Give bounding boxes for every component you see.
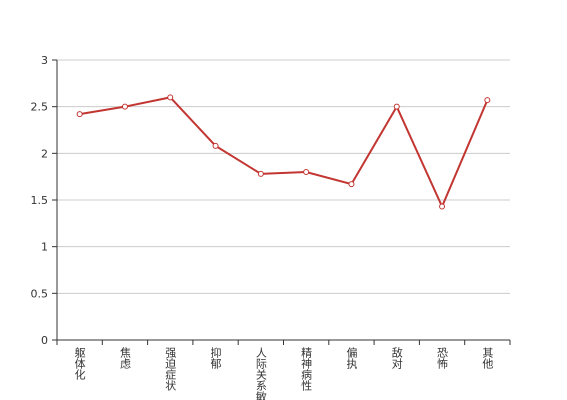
x-tick-label: 恐怖: [436, 347, 449, 369]
y-tick-label: 3: [41, 54, 48, 67]
point: [439, 203, 446, 210]
point: [303, 169, 310, 175]
point: [121, 103, 128, 110]
y-tick-label: 0.5: [31, 287, 49, 300]
point: [393, 103, 400, 110]
point: [484, 97, 491, 104]
point: [167, 94, 174, 101]
point: [348, 181, 355, 188]
x-tick-label: 强迫症状: [164, 347, 177, 391]
point: [76, 111, 83, 118]
x-tick-label: 抑郁: [209, 346, 222, 369]
x-tick-label: 其他: [481, 347, 494, 369]
x-tick-label: 敌对: [390, 346, 403, 369]
x-tick-label: 人际关系敏感: [254, 347, 267, 400]
y-tick-label: 1: [41, 241, 48, 254]
point: [257, 170, 264, 177]
point: [212, 142, 219, 149]
line: [79, 96, 489, 210]
x-tick-label: 躯体化: [73, 347, 86, 381]
x-tick-label: 精神病性: [300, 347, 313, 392]
y-tick-label: 1.5: [31, 194, 49, 207]
x-tick-label: 偏执: [345, 346, 358, 370]
y-tick-label: 0: [41, 334, 48, 347]
y-tick-label: 2.5: [31, 101, 49, 114]
x-tick-label: 焦虑: [118, 347, 131, 369]
y-tick-label: 2: [41, 147, 48, 160]
